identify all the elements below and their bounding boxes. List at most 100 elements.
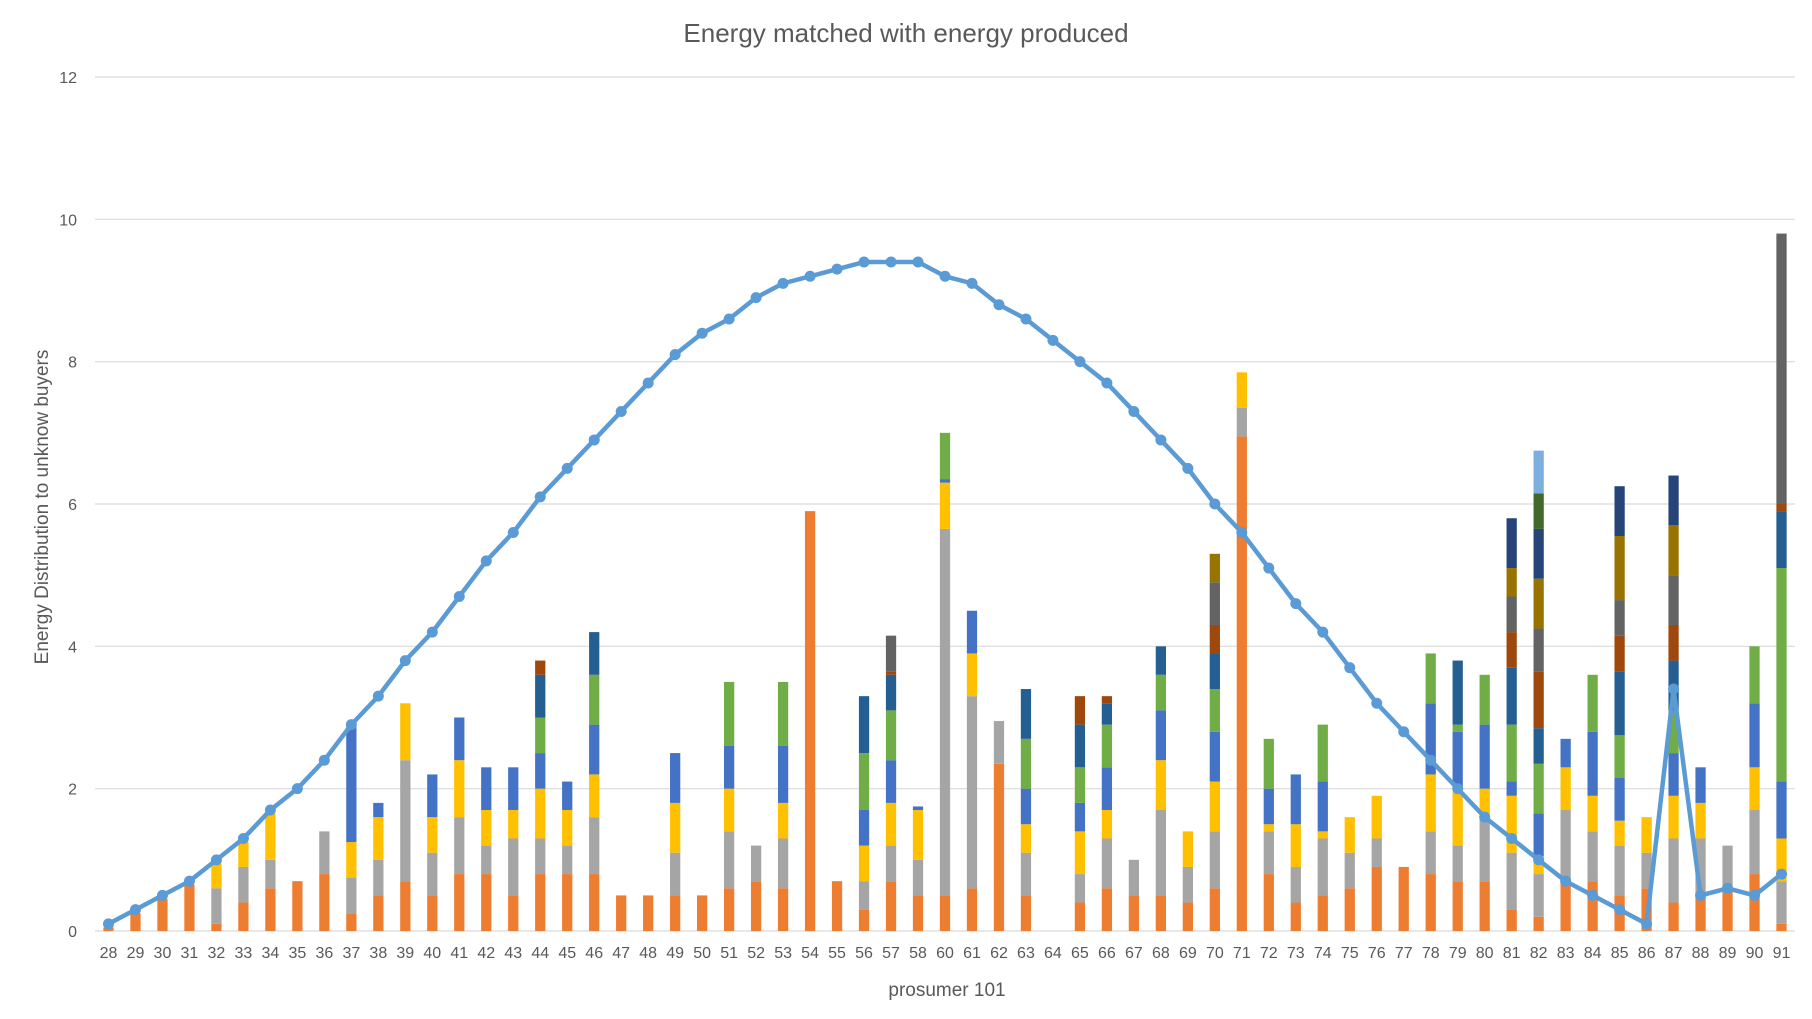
line-marker bbox=[561, 462, 573, 474]
bar-segment bbox=[724, 681, 735, 746]
bar-segment bbox=[1560, 767, 1571, 811]
bar-segment bbox=[265, 888, 276, 931]
bar-segment bbox=[1182, 902, 1193, 931]
bar-segment bbox=[750, 845, 762, 882]
line-marker bbox=[777, 277, 789, 289]
bar-segment bbox=[535, 788, 546, 839]
bar-segment bbox=[454, 717, 465, 761]
bar-segment bbox=[1452, 724, 1463, 732]
y-tick-label: 6 bbox=[68, 497, 77, 514]
line-marker bbox=[1236, 526, 1248, 538]
bar-segment bbox=[1317, 724, 1328, 782]
bar-segment bbox=[481, 767, 492, 811]
bar-segment bbox=[130, 913, 141, 931]
x-tick-label: 29 bbox=[127, 945, 145, 962]
x-tick-label: 58 bbox=[909, 945, 927, 962]
y-tick-label: 8 bbox=[68, 355, 77, 372]
bar-segment bbox=[1479, 881, 1490, 931]
bar-segment bbox=[939, 895, 951, 931]
bar-segment bbox=[562, 845, 573, 875]
bar-segment bbox=[535, 753, 546, 789]
bar-segment bbox=[265, 859, 276, 889]
line-marker bbox=[1479, 811, 1491, 823]
bar-segment bbox=[1074, 902, 1086, 931]
bar-segment bbox=[1479, 788, 1490, 818]
bar-segment bbox=[885, 802, 897, 846]
bar-segment bbox=[346, 724, 357, 843]
x-tick-label: 50 bbox=[693, 945, 711, 962]
bar-segment bbox=[1533, 813, 1544, 857]
bar-segment bbox=[966, 888, 978, 931]
bar-segment bbox=[1533, 528, 1544, 579]
bar-segment bbox=[1128, 859, 1140, 896]
bar-segment bbox=[777, 802, 789, 839]
x-tick-label: 37 bbox=[342, 945, 360, 962]
bar-segment bbox=[1155, 810, 1166, 896]
bar-segment bbox=[346, 842, 357, 878]
bar-segment bbox=[939, 482, 951, 529]
bar-segment bbox=[993, 763, 1005, 931]
x-tick-label: 78 bbox=[1422, 945, 1440, 962]
bar-segment bbox=[1371, 795, 1382, 839]
x-tick-label: 62 bbox=[990, 945, 1008, 962]
line-marker bbox=[1263, 562, 1275, 574]
bar-segment bbox=[912, 806, 924, 811]
x-tick-label: 34 bbox=[261, 945, 279, 962]
bar-segment bbox=[211, 923, 222, 931]
bar-segment bbox=[1155, 895, 1166, 931]
bar-segment bbox=[373, 895, 384, 931]
bar-segment bbox=[346, 877, 357, 914]
bar-segment bbox=[1668, 710, 1679, 754]
bar-segment bbox=[211, 888, 222, 924]
bar-segment bbox=[211, 863, 222, 889]
bar-segment bbox=[535, 660, 546, 675]
bar-segment bbox=[157, 898, 168, 931]
bar-segment bbox=[1533, 916, 1544, 931]
line-marker bbox=[588, 434, 600, 446]
bar-segment bbox=[1506, 781, 1517, 796]
bar-segment bbox=[1695, 802, 1706, 839]
bar-segment bbox=[1560, 881, 1571, 931]
bar-segment bbox=[1533, 763, 1544, 814]
bar-segment bbox=[1074, 874, 1086, 903]
bar-segment bbox=[804, 511, 816, 931]
bar-segment bbox=[508, 895, 519, 931]
energy-produced-line bbox=[102, 256, 1788, 930]
bar-segment bbox=[535, 874, 546, 931]
bar-segment bbox=[589, 632, 600, 675]
bar-segment bbox=[1074, 724, 1086, 768]
line-marker bbox=[1452, 783, 1464, 795]
line-marker bbox=[1074, 356, 1086, 368]
bar-segment bbox=[1614, 820, 1625, 846]
bar-segment bbox=[858, 753, 870, 811]
bar-segment bbox=[858, 845, 870, 882]
bar-segment bbox=[1101, 767, 1113, 811]
bar-segment bbox=[1749, 810, 1760, 875]
bar-segment bbox=[1128, 895, 1140, 931]
bar-segment bbox=[1614, 777, 1625, 821]
line-marker bbox=[696, 327, 708, 339]
bar-segment bbox=[562, 810, 573, 846]
bar-segment bbox=[1776, 504, 1787, 512]
bar-segment bbox=[535, 674, 546, 718]
bar-segment bbox=[454, 874, 465, 931]
bar-segment bbox=[1452, 881, 1463, 931]
bar-segment bbox=[1695, 767, 1706, 803]
line-marker bbox=[1749, 889, 1761, 901]
bar-segment bbox=[1533, 578, 1544, 629]
bar-segment bbox=[454, 760, 465, 818]
bar-segment bbox=[1101, 696, 1113, 704]
bar-segment bbox=[1155, 710, 1166, 761]
x-tick-label: 86 bbox=[1638, 945, 1656, 962]
bar-segment bbox=[1587, 881, 1598, 931]
bar-segment bbox=[885, 674, 897, 711]
bar-segment bbox=[1749, 767, 1760, 811]
bar-segment bbox=[1641, 852, 1652, 889]
bar-segment bbox=[589, 874, 600, 931]
bar-segment bbox=[589, 817, 600, 875]
bar-segment bbox=[966, 653, 978, 697]
bar-segment bbox=[1263, 824, 1274, 832]
bar-segment bbox=[1290, 774, 1301, 825]
line-marker bbox=[1344, 662, 1356, 674]
